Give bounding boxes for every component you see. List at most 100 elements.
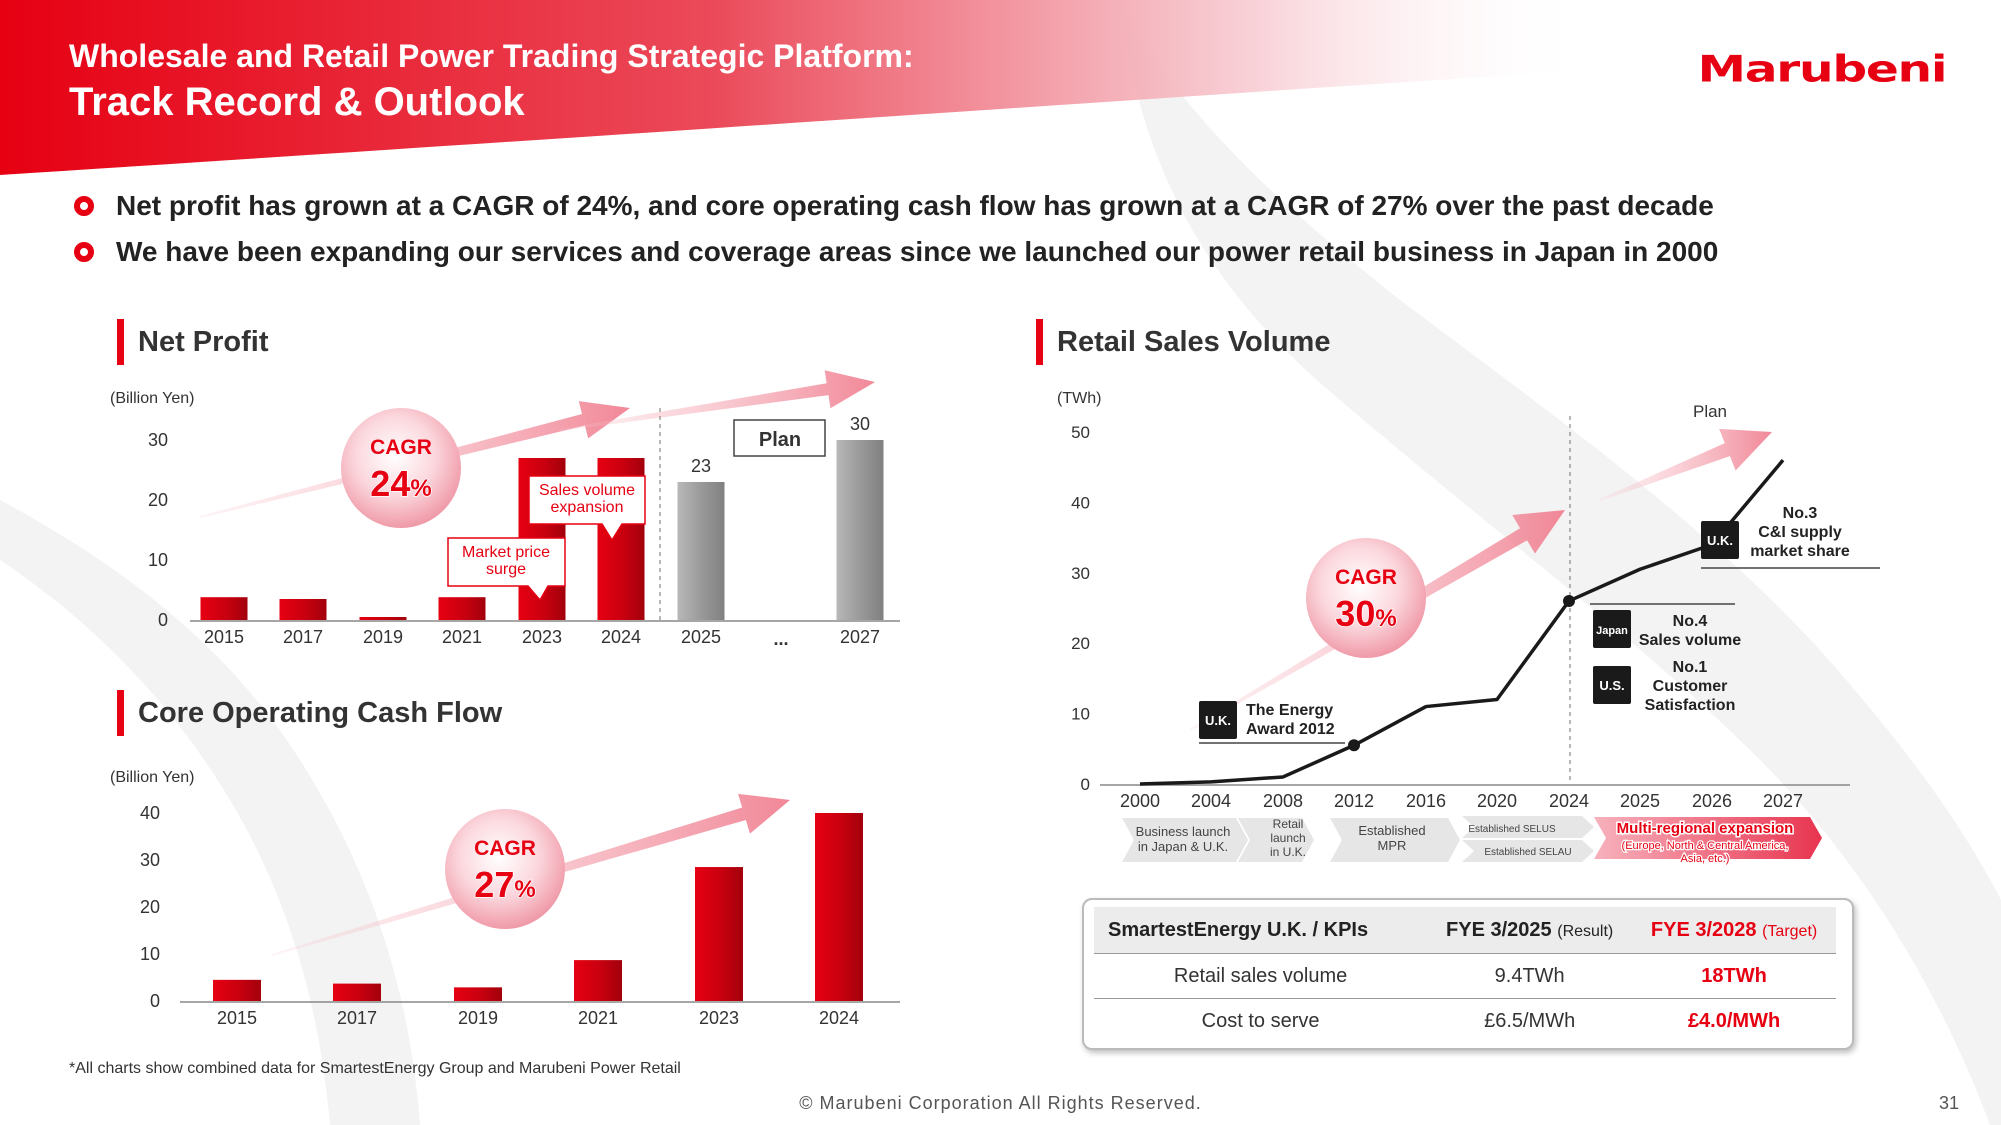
np-x-tick-label: 2017 <box>283 627 323 647</box>
core-cf-title: Core Operating Cash Flow <box>117 690 502 736</box>
rv-badge-japan <box>1593 610 1631 648</box>
rv-cagr-circle <box>1306 538 1426 658</box>
np-y-tick-label: 10 <box>148 550 168 570</box>
kpi-header-result: FYE 3/2025 (Result) <box>1427 907 1633 954</box>
kpi-row-target: £4.0/MWh <box>1632 998 1836 1043</box>
np-y-tick-label: 30 <box>148 430 168 450</box>
rv-timeline-chevron-6 <box>1594 817 1822 859</box>
rv-y-tick-label: 50 <box>1071 423 1090 442</box>
rv-timeline-chevron-5 <box>1462 840 1594 862</box>
cf-y-tick-label: 0 <box>150 991 160 1011</box>
rv-cagr-label: CAGR <box>1335 566 1397 589</box>
rv-plan-label: Plan <box>1693 402 1727 421</box>
rv-x-tick-label: 2016 <box>1406 791 1446 811</box>
net-profit-title: Net Profit <box>117 319 269 365</box>
np-x-tick-label: 2024 <box>601 627 641 647</box>
np-x-tick-label: ... <box>773 629 788 649</box>
np-trend-arrow-2 <box>559 370 875 431</box>
rv-point-2012 <box>1348 739 1360 752</box>
bullet-dot-icon <box>74 196 94 216</box>
rv-x-tick-label: 2012 <box>1334 791 1374 811</box>
cf-y-tick-label: 30 <box>140 850 160 870</box>
np-x-tick-label: 2023 <box>522 627 562 647</box>
rv-timeline-sub-6: (Europe, North & Central America, Asia, e… <box>1622 840 1789 865</box>
rv-x-tick-label: 2026 <box>1692 791 1732 811</box>
rv-uk-award-text: The Energy Award 2012 <box>1246 702 1335 738</box>
rv-timeline-label-4: Established SELUS <box>1468 824 1556 835</box>
cf-cagr-circle <box>445 809 565 929</box>
rv-trend-arrow-2 <box>1599 428 1772 501</box>
rv-x-tick-label: 2027 <box>1763 791 1803 811</box>
bullet-1: Net profit has grown at a CAGR of 24%, a… <box>74 190 1714 222</box>
np-cagr-circle <box>341 408 461 528</box>
core-cf-unit: (Billion Yen) <box>110 769 195 786</box>
retail-unit: (TWh) <box>1057 390 1102 407</box>
rv-y-tick-label: 30 <box>1071 564 1090 583</box>
rv-x-tick-label: 2004 <box>1191 791 1231 811</box>
rv-timeline-label-2: Retail launch in U.K. <box>1270 817 1306 859</box>
kpi-row-result: £6.5/MWh <box>1427 998 1633 1043</box>
kpi-header-row: SmartestEnergy U.K. / KPIs FYE 3/2025 (R… <box>1094 907 1836 954</box>
page-number: 31 <box>1938 1093 1959 1113</box>
footnote: *All charts show combined data for Smart… <box>69 1060 681 1077</box>
np-data-label-2027: 30 <box>850 414 870 434</box>
kpi-header-label: SmartestEnergy U.K. / KPIs <box>1094 907 1428 954</box>
np-x-tick-label: 2019 <box>363 627 403 647</box>
np-data-label-2025: 23 <box>691 456 711 476</box>
copyright: © Marubeni Corporation All Rights Reserv… <box>799 1093 1202 1113</box>
bullet-dot-icon <box>74 242 94 262</box>
np-bar-2025 <box>677 482 725 620</box>
rv-timeline-chevron-2 <box>1238 818 1314 862</box>
cf-bar-2017 <box>333 983 381 1001</box>
rv-timeline-chevron-3 <box>1330 818 1460 862</box>
rv-x-tick-label: 2008 <box>1263 791 1303 811</box>
cf-y-tick-label: 10 <box>140 944 160 964</box>
cf-x-tick-label: 2021 <box>578 1008 618 1028</box>
np-cagr-label: CAGR <box>370 436 432 459</box>
np-x-tick-label: 2027 <box>840 627 880 647</box>
np-bar-2027 <box>836 440 884 620</box>
np-x-tick-label: 2015 <box>204 627 244 647</box>
rv-timeline-label-6: Multi-regional expansion <box>1617 820 1794 837</box>
cf-bar-2023 <box>695 867 743 1001</box>
kpi-table: SmartestEnergy U.K. / KPIs FYE 3/2025 (R… <box>1094 907 1836 1043</box>
cf-bar-2019 <box>454 987 502 1001</box>
np-plan-box <box>733 419 826 457</box>
kpi-row-target: 18TWh <box>1632 953 1836 999</box>
rv-y-tick-label: 0 <box>1081 775 1090 794</box>
np-callout-price-box <box>447 537 566 602</box>
rv-point-2024 <box>1563 594 1575 607</box>
rv-japan-text: No.4 Sales volume <box>1639 613 1741 649</box>
table-row: Cost to serve £6.5/MWh £4.0/MWh <box>1094 998 1836 1043</box>
cf-y-tick-label: 20 <box>140 897 160 917</box>
rv-timeline-label-3: Established MPR <box>1358 823 1425 853</box>
cf-x-tick-label: 2024 <box>819 1008 859 1028</box>
bullet-2: We have been expanding our services and … <box>74 236 1718 268</box>
table-row: Retail sales volume 9.4TWh 18TWh <box>1094 953 1836 999</box>
np-plan-label: Plan <box>759 429 801 451</box>
rv-y-tick-label: 20 <box>1071 634 1090 653</box>
rv-badge-us-text: U.S. <box>1599 678 1624 693</box>
header-title-line2: Track Record & Outlook <box>69 80 525 124</box>
rv-badge-japan-text: Japan <box>1596 625 1628 637</box>
header-title-line1: Wholesale and Retail Power Trading Strat… <box>69 38 914 74</box>
np-bar-2017 <box>279 599 327 620</box>
cf-bar-2015 <box>213 979 261 1001</box>
rv-x-tick-label: 2020 <box>1477 791 1517 811</box>
cf-bar-2024 <box>815 813 863 1001</box>
rv-series-line <box>1139 459 1785 786</box>
cf-x-tick-label: 2023 <box>699 1008 739 1028</box>
rv-badge-uk-award-text: U.K. <box>1205 713 1231 728</box>
retail-title: Retail Sales Volume <box>1036 319 1330 365</box>
rv-cagr-value: 30% <box>1335 593 1396 634</box>
rv-badge-uk-award <box>1199 701 1237 739</box>
np-callout-volume-box <box>528 475 646 542</box>
kpi-header-target: FYE 3/2028 (Target) <box>1632 907 1836 954</box>
rv-x-tick-label: 2025 <box>1620 791 1660 811</box>
np-bar-2015 <box>200 597 248 620</box>
np-x-tick-label: 2021 <box>442 627 482 647</box>
rv-us-text: No.1 Customer Satisfaction <box>1645 659 1736 714</box>
rv-badge-us <box>1593 666 1631 704</box>
